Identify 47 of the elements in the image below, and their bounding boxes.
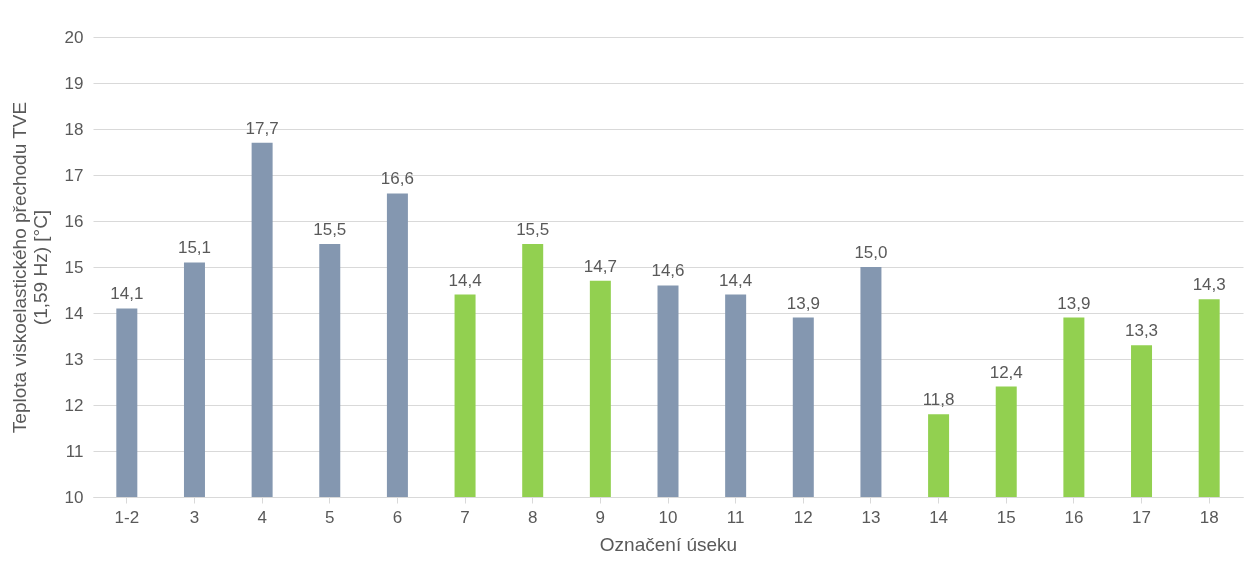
x-tick-label: 15 — [996, 507, 1016, 527]
y-tick-label: 10 — [64, 487, 84, 507]
data-label: 15,0 — [854, 243, 888, 262]
data-label: 14,1 — [110, 284, 144, 304]
data-label: 14,7 — [583, 256, 617, 276]
data-label: 13,9 — [786, 293, 820, 313]
y-axis-title: Teplota viskoelastického přechodu TVE (1,59 Hz) [°C] — [8, 101, 51, 434]
x-tick-label: 12 — [793, 507, 813, 527]
x-tick-label: 5 — [325, 507, 335, 527]
x-tick-label: 10 — [658, 507, 678, 527]
data-label: 14,3 — [1192, 275, 1226, 295]
x-tick-label: 9 — [595, 507, 606, 527]
data-label: 14,4 — [719, 270, 753, 290]
y-tick-label: 14 — [64, 303, 84, 323]
data-label: 16,6 — [380, 169, 414, 189]
data-label: 17,7 — [245, 118, 279, 138]
x-tick-label: 6 — [392, 507, 403, 527]
x-tick-label: 13 — [861, 507, 881, 527]
x-tick-label: 11 — [726, 507, 745, 527]
x-tick-label: 16 — [1064, 507, 1084, 527]
y-tick-label: 11 — [65, 441, 84, 461]
y-tick-label: 12 — [64, 395, 84, 415]
y-tick-label: 15 — [64, 257, 84, 277]
x-tick-label: 18 — [1199, 507, 1219, 527]
y-tick-label: 19 — [64, 73, 84, 93]
data-label: 11,8 — [922, 390, 955, 410]
x-tick-label: 17 — [1132, 507, 1151, 527]
data-label: 12,4 — [989, 362, 1023, 382]
x-tick-label: 1-2 — [114, 507, 140, 527]
x-axis-title: Označení úseku — [599, 533, 738, 555]
y-tick-label: 16 — [64, 211, 84, 231]
x-tick-label: 8 — [527, 507, 538, 527]
x-tick-label: 7 — [460, 507, 470, 527]
data-label: 15,5 — [313, 220, 347, 239]
data-label: 13,9 — [1057, 293, 1091, 313]
x-tick-label: 4 — [257, 507, 267, 527]
data-label: 15,5 — [516, 220, 550, 239]
x-tick-label: 3 — [189, 507, 200, 527]
y-tick-label: 18 — [64, 119, 84, 139]
y-tick-label: 17 — [64, 165, 84, 185]
data-label: 14,6 — [651, 261, 685, 281]
y-tick-label: 20 — [64, 27, 84, 47]
data-label: 13,3 — [1124, 321, 1159, 341]
y-tick-label: 13 — [64, 349, 84, 369]
data-label: 14,4 — [448, 270, 482, 290]
x-tick-label: 14 — [929, 507, 949, 527]
data-label: 15,1 — [177, 238, 212, 258]
